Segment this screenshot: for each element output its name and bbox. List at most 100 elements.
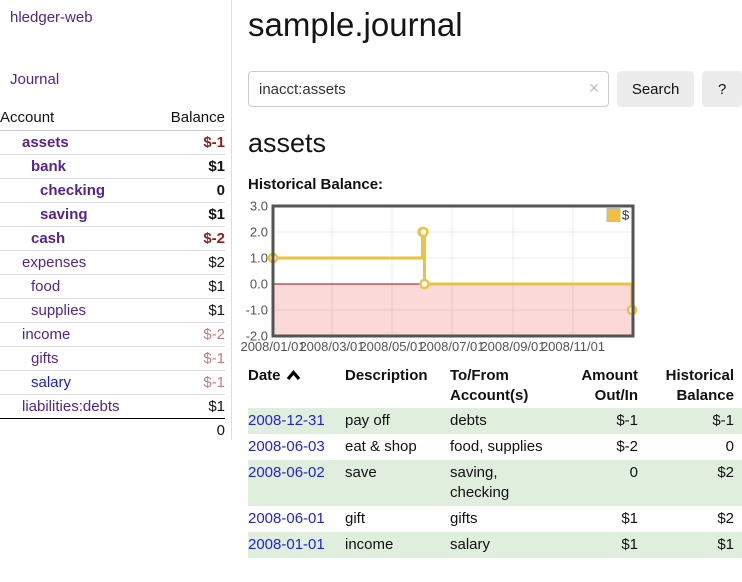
sidebar-account-link-salary[interactable]: salary xyxy=(31,374,72,391)
historical-balance-chart[interactable]: $3.0 2.0 1.0 0.0 -1.0 -2.0 2008/01/01 2008/03/0… xyxy=(240,199,742,357)
account-balance: $1 xyxy=(112,154,225,179)
x-axis-tick-label: 2008/05/01 xyxy=(359,339,424,354)
account-row: gifts $-1 xyxy=(0,346,225,371)
register-amount-cell: $-1 xyxy=(555,408,640,434)
register-row: 2008-06-01 gift gifts $1 $2 xyxy=(248,506,742,532)
register-description-cell: income xyxy=(345,532,450,558)
search-box: ✕ xyxy=(248,71,609,107)
account-table-body: assets $-1 bank $1 checking 0 saving $1 cash $-2 e… xyxy=(0,131,225,419)
legend-label: $ xyxy=(622,208,630,223)
x-axis-tick-label: 2008/09/01 xyxy=(480,339,545,354)
account-balance: $1 xyxy=(112,274,225,299)
register-row: 2008-01-01 income salary $1 $1 xyxy=(248,532,742,558)
account-row: bank $1 xyxy=(0,154,225,179)
account-balance: $1 xyxy=(112,202,225,227)
sidebar-item-journal[interactable]: Journal xyxy=(10,71,60,88)
search-input[interactable] xyxy=(248,71,609,107)
account-row: salary $-1 xyxy=(0,370,225,395)
register-date-sort-header[interactable]: Date xyxy=(248,364,345,408)
register-accounts-cell: food, supplies xyxy=(450,438,543,455)
account-balance: $1 xyxy=(112,298,225,323)
clear-search-icon[interactable]: ✕ xyxy=(588,80,600,96)
transaction-date-link[interactable]: 2008-06-01 xyxy=(248,510,325,527)
sidebar-account-link-assets[interactable]: assets xyxy=(22,134,69,151)
y-axis-tick-label: 0.0 xyxy=(250,277,268,292)
register-date-cell: 2008-01-01 xyxy=(248,532,345,558)
x-axis-tick-label: 2008/07/01 xyxy=(419,339,484,354)
account-row: saving $1 xyxy=(0,202,225,227)
search-button[interactable]: Search xyxy=(616,71,695,107)
register-header-row: Date Description To/From Account(s) Amou… xyxy=(248,364,742,408)
x-axis-tick-label: 2008/01/01 xyxy=(240,339,305,354)
account-balance: $1 xyxy=(112,394,225,419)
sort-asc-icon xyxy=(286,367,301,387)
x-axis-tick-label: 2008/11/01 xyxy=(541,339,605,354)
app-title-link[interactable]: hledger-web xyxy=(10,9,93,26)
register-date-header-label: Date xyxy=(248,367,281,384)
register-row: 2008-06-03 eat & shop food, supplies $-2 0 xyxy=(248,434,742,460)
sidebar-account-link-saving[interactable]: saving xyxy=(40,206,88,223)
chart-title: Historical Balance: xyxy=(248,176,384,193)
sidebar-account-link-food[interactable]: food xyxy=(31,278,61,295)
register-row: 2008-06-02 save saving, checking 0 $2 xyxy=(248,460,742,506)
register-amount-cell: $1 xyxy=(555,532,640,558)
account-total-balance: 0 xyxy=(112,418,225,442)
chart-frame xyxy=(271,204,635,338)
legend-swatch xyxy=(606,208,621,222)
sidebar: hledger-web Journal Account Balance asse… xyxy=(0,0,232,442)
sidebar-account-link-expenses[interactable]: expenses xyxy=(22,254,87,271)
register-balance-cell: $-1 xyxy=(640,408,742,434)
transaction-date-link[interactable]: 2008-12-31 xyxy=(248,412,325,429)
register-amount-cell: $-2 xyxy=(616,438,638,455)
y-axis-tick-label: 3.0 xyxy=(250,199,268,214)
register-amount-cell: 0 xyxy=(555,460,640,506)
transaction-date-link[interactable]: 2008-01-01 xyxy=(248,536,325,553)
y-axis-tick-label: 2.0 xyxy=(250,225,268,240)
account-page-title: assets xyxy=(248,128,327,158)
register-balance-cell: 0 xyxy=(725,438,734,455)
register-date-cell: 2008-06-03 xyxy=(248,434,345,460)
transaction-date-link[interactable]: 2008-06-03 xyxy=(248,438,325,455)
register-amount-cell: $1 xyxy=(621,510,638,527)
sidebar-account-link-gifts[interactable]: gifts xyxy=(31,350,59,367)
help-button[interactable]: ? xyxy=(702,71,742,107)
account-row: cash $-2 xyxy=(0,226,225,251)
register-description-cell: gift xyxy=(345,510,366,527)
sidebar-account-link-cash[interactable]: cash xyxy=(31,230,66,247)
x-axis-tick-label: 2008/03/01 xyxy=(299,339,364,354)
account-balance: 0 xyxy=(112,178,225,203)
register-row: 2008-12-31 pay off debts $-1 $-1 xyxy=(248,408,742,434)
account-row: liabilities:debts $1 xyxy=(0,394,225,419)
account-balance: $-1 xyxy=(112,346,225,371)
register-accounts-cell: salary xyxy=(450,532,555,558)
data-point-marker xyxy=(419,278,430,290)
data-point-marker xyxy=(418,226,429,238)
account-balance: $-2 xyxy=(112,322,225,347)
search-form: ✕ Search ? xyxy=(248,71,742,107)
register-balance-cell: $1 xyxy=(640,532,742,558)
y-axis-tick-label: -2.0 xyxy=(246,329,268,344)
register-accounts-cell: debts xyxy=(450,408,555,434)
register-table-body: 2008-12-31 pay off debts $-1 $-1 2008-06-03 ea… xyxy=(248,408,742,558)
account-row: supplies $1 xyxy=(0,298,225,323)
account-total-spacer xyxy=(0,418,113,442)
account-table-header: Account Balance xyxy=(0,106,225,131)
account-balance: $-2 xyxy=(112,226,225,251)
y-axis-tick-label: -1.0 xyxy=(246,303,268,318)
register-accounts-cell: gifts xyxy=(450,510,478,527)
transaction-date-link[interactable]: 2008-06-02 xyxy=(248,464,325,481)
page-title: sample.journal xyxy=(248,6,463,43)
account-row: food $1 xyxy=(0,274,225,299)
account-balance-table: Account Balance assets $-1 bank $1 checking 0… xyxy=(0,106,225,442)
y-axis-tick-label: 1.0 xyxy=(250,251,268,266)
sidebar-account-link-checking[interactable]: checking xyxy=(40,182,106,199)
sidebar-account-link-income[interactable]: income xyxy=(22,326,71,343)
register-description-header: Description xyxy=(345,367,428,384)
sidebar-account-link-supplies[interactable]: supplies xyxy=(31,302,87,319)
account-row: expenses $2 xyxy=(0,250,225,275)
sidebar-account-link-liabilities-debts[interactable]: liabilities:debts xyxy=(22,398,120,415)
account-row: assets $-1 xyxy=(0,131,225,155)
register-description-cell: pay off xyxy=(345,408,450,434)
register-balance-cell: $2 xyxy=(640,460,742,506)
sidebar-account-link-bank[interactable]: bank xyxy=(31,158,67,175)
